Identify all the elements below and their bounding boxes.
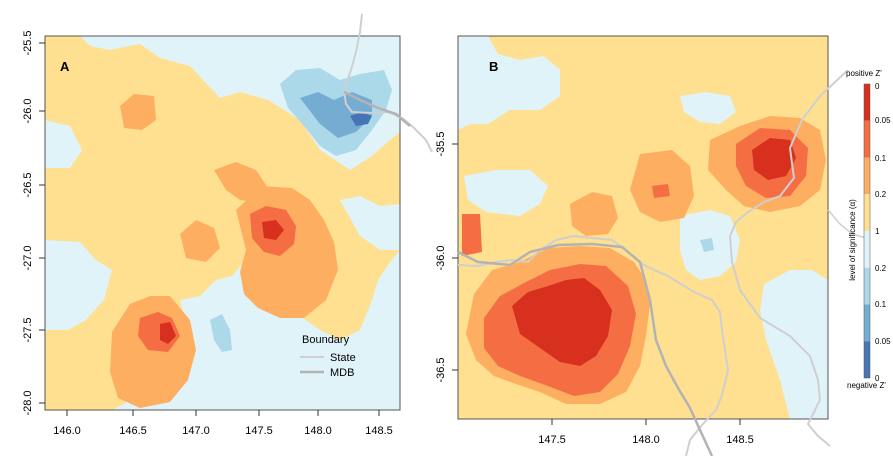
- panel-b-patch-pos-01: [652, 184, 670, 198]
- x-tick-label: 148.0: [304, 425, 332, 437]
- y-tick-label: -35.5: [435, 131, 447, 156]
- panel-a-patch-pos-02: [214, 162, 268, 202]
- mdb-boundary-line-b: [457, 242, 714, 456]
- x-tick-label: 147.5: [245, 425, 273, 437]
- colorbar-frame: [863, 83, 871, 379]
- panel-b-patch-neutral-neg: [760, 270, 828, 419]
- panel-b-frame: [457, 35, 829, 420]
- x-tick-label: 147.0: [182, 425, 210, 437]
- panel-b-label: B: [489, 59, 498, 74]
- colorbar-ticks: 0 0.05 0.1 0.2 1 0.2 0.1 0.05 0: [875, 82, 891, 383]
- colorbar-block: [864, 267, 870, 305]
- colorbar-bottom-label: negative Z': [847, 381, 886, 390]
- colorbar-block: [864, 304, 870, 342]
- y-tick-label: -36.5: [435, 357, 447, 382]
- y-tick-label: -25.5: [22, 30, 34, 55]
- y-tick-label: -28.0: [22, 390, 34, 415]
- panel-a-patch-neutral-neg: [45, 240, 112, 330]
- x-tick-label: 148.0: [632, 434, 660, 446]
- panel-a-frame: [44, 35, 401, 411]
- panel-a-significance-patches: [45, 36, 400, 410]
- panel-a-patch-pos-02: [120, 94, 156, 130]
- colorbar-tick-label: 0: [875, 374, 880, 383]
- panel-a-patch-pos-005: [262, 220, 284, 240]
- colorbar-block: [864, 231, 870, 268]
- state-boundary-line-b-corner: [827, 209, 867, 239]
- boundary-legend: Boundary State MDB: [300, 334, 356, 379]
- y-tick-label: -27.5: [22, 317, 34, 342]
- colorbar-tick-label: 0.05: [875, 337, 891, 346]
- colorbar-blocks: [863, 83, 871, 379]
- colorbar-tick-label: 0.05: [875, 116, 891, 125]
- mdb-boundary-line-a: [343, 90, 411, 127]
- state-boundary-line-b-east: [728, 69, 849, 401]
- panel-a-patch-neg-005: [350, 112, 372, 126]
- panel-a-patch-neutral-neg: [45, 120, 82, 168]
- x-tick-label: 148.5: [365, 425, 393, 437]
- y-tick-label: -26.0: [22, 98, 34, 123]
- state-boundary-line-a: [342, 13, 433, 153]
- panel-b-patch-pos-005: [752, 138, 796, 180]
- y-tick-label: -26.5: [22, 172, 34, 197]
- panel-b-patch-pos-005: [512, 278, 612, 366]
- x-tick-label: 148.5: [726, 434, 754, 446]
- colorbar-block: [864, 157, 870, 195]
- colorbar-tick-label: 0.1: [875, 154, 887, 163]
- colorbar-tick-label: 0: [875, 82, 880, 91]
- x-tick-label: 146.0: [53, 425, 81, 437]
- panel-a-patch-pos-02: [180, 220, 220, 262]
- legend-mdb-label: MDB: [330, 367, 354, 379]
- colorbar-block: [864, 120, 870, 158]
- colorbar-block: [864, 194, 870, 231]
- panel-b-patch-neg-02: [700, 238, 714, 252]
- colorbar-tick-label: 1: [875, 227, 880, 236]
- colorbar-block: [864, 341, 870, 378]
- panel-a-patch-neg-02: [210, 314, 232, 352]
- legend-title: Boundary: [302, 334, 350, 346]
- significance-colorbar: positive Z' 0 0.05 0.1 0.2 1 0.2 0.1 0.05 0 nega…: [846, 69, 891, 390]
- panel-a-label: A: [60, 59, 70, 74]
- state-boundary-line-b: [457, 234, 730, 456]
- colorbar-top-label: positive Z': [846, 69, 882, 78]
- panel-b-patch-neutral-neg: [464, 170, 548, 216]
- panel-b: B 147.5 148.0 148.5 -35.5 -36.0 -36.5: [435, 35, 829, 446]
- colorbar-tick-label: 0.2: [875, 190, 887, 199]
- x-tick-label: 146.5: [119, 425, 147, 437]
- panel-a-axes: 146.0 146.5 147.0 147.5 148.0 148.5 -25.5 -26.0…: [22, 30, 393, 437]
- boundary-lines: [342, 13, 867, 456]
- colorbar-tick-label: 0.1: [875, 300, 887, 309]
- panel-b-patch-pos-01: [462, 214, 482, 256]
- panel-a: A 146.0 146.5 147.0 147.5 148.0 148.5 -25.5 -26…: [22, 30, 401, 437]
- panel-b-patch-pos-02: [570, 192, 618, 236]
- panel-b-patch-neutral-neg: [458, 36, 560, 130]
- colorbar-axis-label: level of significance (α): [848, 199, 857, 281]
- y-tick-label: -27.0: [22, 245, 34, 270]
- colorbar-tick-label: 0.2: [875, 264, 887, 273]
- y-tick-label: -36.0: [435, 245, 447, 270]
- panel-a-patch-neutral-neg: [340, 196, 400, 250]
- panel-b-axes: 147.5 148.0 148.5 -35.5 -36.0 -36.5: [435, 131, 754, 446]
- x-tick-label: 147.5: [538, 434, 566, 446]
- panel-a-patch-pos-005: [160, 322, 176, 344]
- legend-state-label: State: [330, 352, 356, 364]
- colorbar-block: [864, 84, 870, 121]
- panel-b-patch-neutral-neg: [680, 92, 736, 124]
- panel-a-patch-neg-01: [300, 92, 372, 138]
- state-boundary-line-b-tail: [806, 399, 831, 447]
